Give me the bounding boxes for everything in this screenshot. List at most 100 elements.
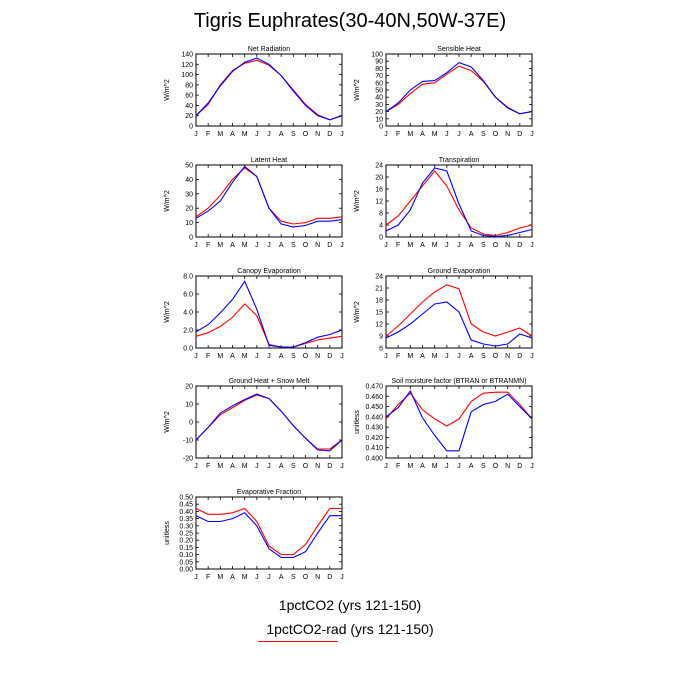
y-tick-label: -10 xyxy=(183,438,193,445)
y-tick-label: 40 xyxy=(375,95,383,102)
x-tick-label: O xyxy=(303,353,309,360)
x-tick-label: J xyxy=(194,574,198,581)
x-tick-label: F xyxy=(206,353,210,360)
plot-frame xyxy=(195,496,343,570)
x-tick-label: J xyxy=(267,131,271,138)
y-tick-label: 0 xyxy=(379,124,383,131)
y-axis-label: unitless xyxy=(354,410,361,434)
y-tick-label: 4.0 xyxy=(183,310,193,317)
x-tick-label: D xyxy=(327,353,332,360)
y-tick-label: 50 xyxy=(185,163,193,170)
y-tick-label: 0.25 xyxy=(179,531,193,538)
series-line-blue xyxy=(385,61,533,115)
x-tick-label: F xyxy=(206,131,210,138)
x-tick-label: A xyxy=(420,353,425,360)
x-tick-label: M xyxy=(217,463,223,470)
series-line-red xyxy=(385,65,533,115)
x-tick-label: D xyxy=(517,463,522,470)
x-tick-label: S xyxy=(481,463,486,470)
x-tick-label: J xyxy=(384,353,388,360)
x-tick-label: F xyxy=(396,463,400,470)
x-tick-label: J xyxy=(255,574,259,581)
x-tick-label: M xyxy=(242,463,248,470)
x-tick-label: O xyxy=(493,131,499,138)
x-tick-label: J xyxy=(267,463,271,470)
x-tick-label: O xyxy=(303,131,309,138)
y-tick-label: 24 xyxy=(375,274,383,281)
y-tick-label: 0.450 xyxy=(365,404,383,411)
x-tick-label: J xyxy=(457,463,461,470)
panel-title: Canopy Evaporation xyxy=(237,268,301,275)
y-tick-label: 100 xyxy=(181,72,193,79)
x-tick-label: D xyxy=(327,463,332,470)
y-tick-label: 16 xyxy=(375,187,383,194)
y-tick-label: 0.410 xyxy=(365,445,383,452)
y-tick-label: 0 xyxy=(189,124,193,131)
x-tick-label: A xyxy=(230,463,235,470)
x-tick-label: A xyxy=(469,242,474,249)
x-tick-label: J xyxy=(255,131,259,138)
y-tick-label: 0.00 xyxy=(179,567,193,574)
y-tick-label: 0.420 xyxy=(365,435,383,442)
series-line-red xyxy=(195,167,343,225)
plot-frame xyxy=(195,164,343,238)
x-tick-label: M xyxy=(242,131,248,138)
x-tick-label: A xyxy=(279,242,284,249)
series-line-red xyxy=(385,170,533,237)
series-line-red xyxy=(195,507,342,556)
x-tick-label: N xyxy=(505,131,510,138)
y-tick-label: 20 xyxy=(375,175,383,182)
panel-7: Soil moisture factor (BTRAN or BTRANMN) u… xyxy=(354,378,534,470)
x-tick-label: M xyxy=(432,353,438,360)
y-tick-label: 60 xyxy=(185,93,193,100)
x-tick-label: O xyxy=(303,242,309,249)
y-tick-label: 0.30 xyxy=(179,523,193,530)
panel-title: Latent Heat xyxy=(251,157,287,164)
series-line-blue xyxy=(385,390,533,452)
x-tick-label: M xyxy=(432,242,438,249)
x-tick-label: J xyxy=(267,574,271,581)
series-line-red xyxy=(195,303,343,348)
y-tick-label: 20 xyxy=(185,384,193,391)
y-tick-label: 20 xyxy=(185,206,193,213)
y-tick-label: 80 xyxy=(375,66,383,73)
y-tick-label: 0.20 xyxy=(179,538,193,545)
y-tick-label: 0.45 xyxy=(179,502,193,509)
x-tick-label: A xyxy=(420,131,425,138)
x-tick-label: J xyxy=(530,463,534,470)
x-tick-label: M xyxy=(217,574,223,581)
x-tick-label: A xyxy=(469,353,474,360)
panel-8: Evaporative Fraction unitless 0.000.050.10… xyxy=(164,489,344,581)
series-line-blue xyxy=(195,57,343,121)
x-tick-label: M xyxy=(217,242,223,249)
x-tick-label: A xyxy=(230,131,235,138)
y-axis-label: W/m^2 xyxy=(164,79,171,101)
y-tick-label: 50 xyxy=(375,88,383,95)
y-tick-label: 20 xyxy=(185,113,193,120)
x-tick-label: J xyxy=(384,131,388,138)
y-tick-label: 0.10 xyxy=(179,552,193,559)
x-tick-label: J xyxy=(445,131,449,138)
x-tick-label: N xyxy=(315,574,320,581)
x-tick-label: S xyxy=(291,242,296,249)
x-tick-label: A xyxy=(230,242,235,249)
x-tick-label: J xyxy=(255,463,259,470)
x-tick-label: J xyxy=(530,131,534,138)
x-tick-label: J xyxy=(530,242,534,249)
y-tick-label: 80 xyxy=(185,82,193,89)
x-tick-label: M xyxy=(407,353,413,360)
series-line-red xyxy=(195,59,343,121)
x-tick-label: N xyxy=(315,463,320,470)
y-tick-label: 10 xyxy=(185,402,193,409)
x-tick-label: M xyxy=(407,463,413,470)
x-tick-label: J xyxy=(267,353,271,360)
y-tick-label: 10 xyxy=(185,220,193,227)
x-tick-label: F xyxy=(396,242,400,249)
x-tick-label: M xyxy=(432,463,438,470)
x-tick-label: J xyxy=(340,463,344,470)
y-axis-label: W/m^2 xyxy=(354,79,361,101)
x-tick-label: J xyxy=(445,242,449,249)
legend-entry-1pctco2-rad: 1pctCO2-rad (yrs 121-150) xyxy=(266,621,434,637)
